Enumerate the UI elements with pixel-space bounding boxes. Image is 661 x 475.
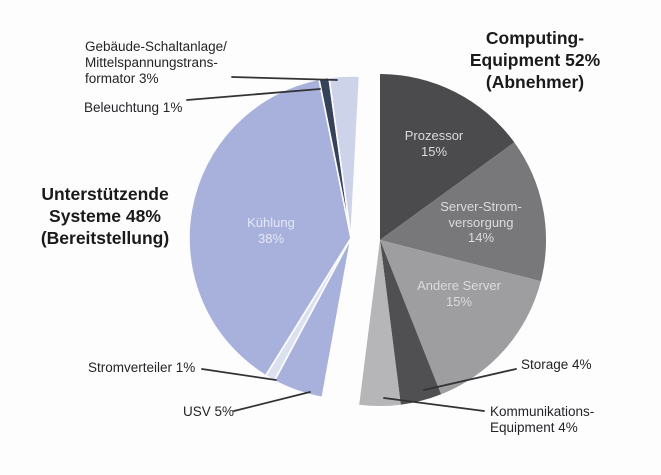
leader-line-beleuchtung xyxy=(186,88,321,101)
callout-label-beleuchtung: Beleuchtung 1% xyxy=(84,100,183,115)
callout-label-gebaeude-schaltanlage: Gebäude-Schaltanlage/ Mittelspannungstra… xyxy=(85,39,227,87)
leader-line-storage xyxy=(423,368,517,391)
pie-slice-gebaeude-schaltanlage xyxy=(328,75,361,239)
callout-label-stromverteiler: Stromverteiler 1% xyxy=(88,360,196,375)
leader-line-usv xyxy=(233,391,311,412)
pie-slice-kuehlung xyxy=(188,78,352,377)
slice-label-prozessor: Prozessor 15% xyxy=(404,128,464,159)
pie-slices xyxy=(188,74,547,407)
pie-slice-prozessor xyxy=(380,74,515,240)
callout-label-kommunikations-equipment: Kommunikations- Equipment 4% xyxy=(490,404,595,436)
pie-slice-storage xyxy=(380,240,442,405)
group-title-computing-equipment: Computing- Equipment 52% (Abnehmer) xyxy=(469,28,601,93)
leader-lines xyxy=(186,76,517,412)
slice-label-kuehlung: Kühlung 38% xyxy=(247,215,295,246)
leader-line-gebaeude xyxy=(231,76,338,81)
leader-line-kommunikation xyxy=(383,397,485,412)
callout-label-storage: Storage 4% xyxy=(521,357,592,372)
group-title-unterstuetzende-systeme: Unterstützende Systeme 48% (Bereitstellu… xyxy=(40,184,170,249)
callout-label-usv: USV 5% xyxy=(183,404,235,419)
slice-label-andere-server: Andere Server 15% xyxy=(417,278,501,309)
leader-line-stromverteiler xyxy=(201,368,277,381)
pie-slice-andere-server xyxy=(380,240,541,395)
slice-label-server-stromversorgung: Server-Strom- versorgung 14% xyxy=(440,199,522,246)
pie-slice-server-stromversorgung xyxy=(380,142,547,282)
pie-slice-kommunikations-equipment xyxy=(359,240,401,407)
